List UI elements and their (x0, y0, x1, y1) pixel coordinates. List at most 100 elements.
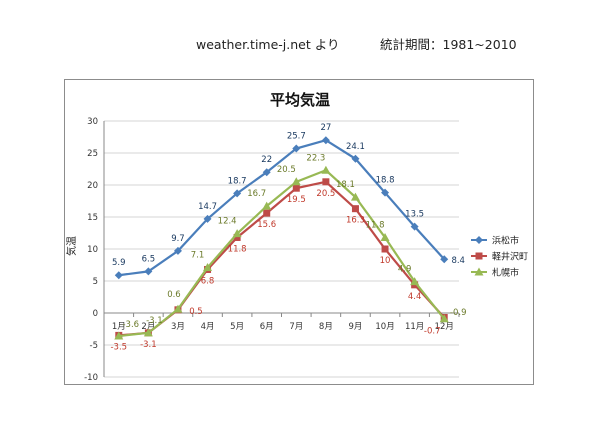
chart-frame: 平均気温 気温 -10 -5 0 5 10 15 20 25 30 1月 2月 3月 4月 5月 6月 7月 8… (64, 79, 534, 385)
data-point (321, 136, 330, 145)
data-point (322, 178, 330, 186)
data-point (380, 232, 390, 241)
y-tick-label: 0 (93, 309, 98, 319)
legend-marker (475, 252, 483, 260)
data-point (350, 192, 360, 201)
data-point (143, 328, 153, 337)
data-point (351, 205, 359, 213)
data-label: -3.5 (110, 342, 127, 352)
data-point (439, 314, 449, 323)
legend-label: 軽井沢町 (492, 251, 528, 263)
data-point (381, 188, 390, 197)
y-tick-label: 15 (87, 213, 98, 223)
data-label: 14.7 (198, 202, 217, 212)
data-label: 5.9 (112, 258, 126, 268)
data-point (173, 304, 183, 313)
x-tick-label: 3月 (171, 322, 185, 332)
data-label: 18.8 (376, 176, 395, 186)
x-tick-label: 11月 (405, 322, 424, 332)
data-label: -3.1 (146, 316, 163, 326)
y-axis-label: 気温 (65, 236, 78, 256)
data-point (262, 201, 272, 210)
temperature-chart: 平均気温 気温 -10 -5 0 5 10 15 20 25 30 1月 2月 3月 4月 5月 6月 7月 8… (65, 91, 528, 383)
data-label: 25.7 (287, 132, 306, 142)
y-tick-label: -5 (90, 341, 98, 351)
data-label: 6.8 (201, 276, 215, 286)
x-tick-label: 6月 (260, 322, 274, 332)
data-point (233, 189, 242, 198)
x-tick-label: 8月 (319, 322, 333, 332)
data-point (292, 144, 301, 153)
data-label: 16.3 (346, 216, 365, 226)
y-tick-label: 20 (87, 181, 98, 191)
data-point (291, 177, 301, 186)
data-point (232, 229, 242, 238)
chart-title: 平均気温 (270, 91, 330, 109)
legend-label: 札幌市 (492, 267, 519, 279)
y-tick-label: -10 (84, 373, 98, 383)
data-point (410, 222, 419, 231)
data-label: 0.5 (189, 307, 203, 317)
data-label: 20.5 (316, 189, 335, 199)
data-point (233, 233, 241, 241)
data-label: 18.7 (228, 176, 247, 186)
data-label: 4.4 (408, 292, 422, 302)
source-label: weather.time-j.net より (196, 37, 340, 52)
legend-marker (474, 267, 484, 276)
data-label: 8.4 (451, 256, 465, 266)
data-label: 15.6 (257, 220, 276, 230)
series-line (118, 139, 446, 277)
x-tick-label: 7月 (289, 322, 303, 332)
data-label: 22.3 (306, 153, 325, 163)
data-point (321, 165, 331, 174)
x-tick-label: 10月 (375, 322, 394, 332)
data-point (410, 277, 420, 286)
data-label: 18.1 (336, 180, 355, 190)
data-label: 4.9 (398, 265, 412, 275)
data-point (203, 214, 212, 223)
data-label: 19.5 (287, 195, 306, 205)
data-label: -0.7 (424, 326, 441, 336)
data-label: 12.4 (218, 217, 237, 227)
data-point (292, 184, 300, 192)
data-label: 10 (380, 256, 391, 266)
data-point (263, 209, 271, 217)
data-label: 20.5 (277, 165, 296, 175)
data-label: 24.1 (346, 142, 365, 152)
x-tick-label: 4月 (201, 322, 215, 332)
data-label: 13.5 (405, 210, 424, 220)
y-tick-label: 30 (87, 117, 98, 127)
x-tick-label: 1月 (112, 322, 126, 332)
data-label: 7.1 (191, 251, 205, 261)
x-tick-label: 9月 (348, 322, 362, 332)
data-label: 11.8 (228, 244, 247, 254)
data-point (351, 154, 360, 163)
y-tick-label: 10 (87, 245, 98, 255)
x-tick-label: 2月 (141, 322, 155, 332)
data-point (144, 267, 153, 276)
data-label: -3.6 (122, 320, 139, 330)
y-tick-label: 25 (87, 149, 98, 159)
data-label: 27 (320, 123, 331, 133)
data-label: 6.5 (142, 254, 156, 264)
data-label: -3.1 (140, 340, 157, 350)
data-label: -0.9 (450, 308, 467, 318)
data-point (203, 263, 213, 272)
data-label: 22 (261, 155, 272, 165)
x-tick-label: 5月 (230, 322, 244, 332)
series-line (118, 169, 446, 338)
data-point (381, 245, 389, 253)
data-point (114, 271, 123, 280)
data-label: 9.7 (171, 234, 185, 244)
data-point (262, 168, 271, 177)
data-label: 16.7 (247, 189, 266, 199)
legend-label: 浜松市 (492, 235, 519, 247)
legend-marker (475, 236, 483, 244)
data-label: 0.6 (167, 290, 181, 300)
data-point (173, 246, 182, 255)
data-point (114, 331, 124, 340)
y-tick-label: 5 (93, 277, 98, 287)
x-tick-label: 12月 (435, 322, 454, 332)
period-label: 統計期間：1981~2010 (380, 37, 517, 52)
data-label: 11.8 (366, 220, 385, 230)
